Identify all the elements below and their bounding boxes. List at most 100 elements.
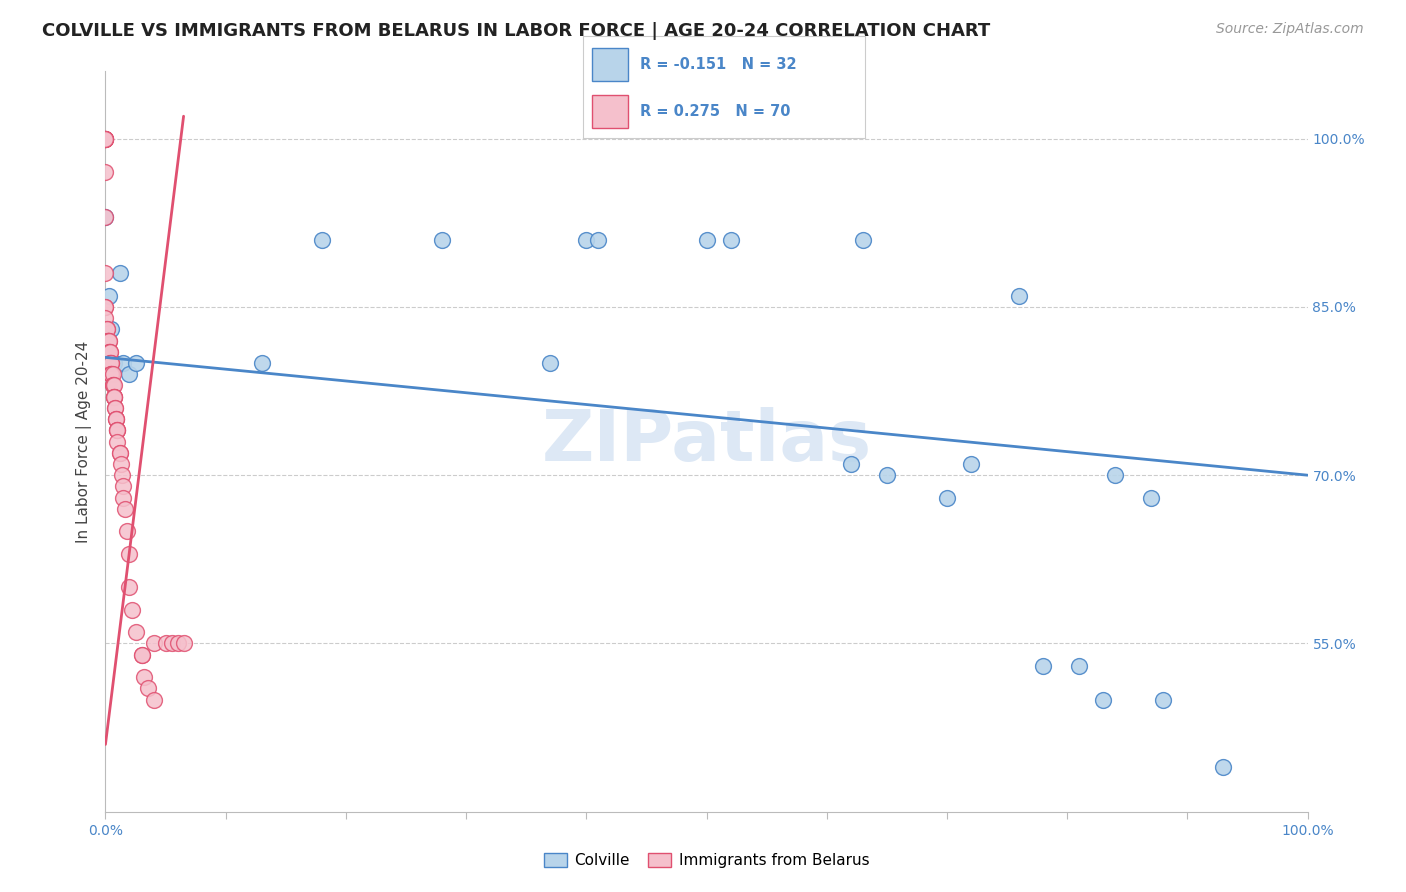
Point xyxy=(114,501,136,516)
Point xyxy=(94,131,117,145)
Point xyxy=(118,580,141,594)
Point xyxy=(311,233,333,247)
Point xyxy=(166,636,188,650)
Point xyxy=(696,233,718,247)
Point xyxy=(100,368,122,382)
Point xyxy=(105,412,128,426)
Point xyxy=(97,334,120,348)
Point xyxy=(936,491,959,505)
Point xyxy=(100,368,122,382)
Point xyxy=(1152,692,1174,706)
Point xyxy=(720,233,742,247)
Point xyxy=(94,311,117,326)
Point xyxy=(94,266,117,280)
Point xyxy=(100,356,122,370)
Text: ZIPatlas: ZIPatlas xyxy=(541,407,872,476)
Point xyxy=(124,356,146,370)
Point xyxy=(101,378,124,392)
Point xyxy=(94,131,117,145)
Point xyxy=(96,322,118,336)
Point xyxy=(98,356,121,370)
Point xyxy=(94,131,117,145)
Point xyxy=(94,131,117,145)
Point xyxy=(142,636,165,650)
Point xyxy=(538,356,561,370)
Point xyxy=(115,524,138,539)
Text: Source: ZipAtlas.com: Source: ZipAtlas.com xyxy=(1216,22,1364,37)
Text: COLVILLE VS IMMIGRANTS FROM BELARUS IN LABOR FORCE | AGE 20-24 CORRELATION CHART: COLVILLE VS IMMIGRANTS FROM BELARUS IN L… xyxy=(42,22,990,40)
Point xyxy=(124,625,146,640)
Point xyxy=(100,322,122,336)
Point xyxy=(100,368,122,382)
FancyBboxPatch shape xyxy=(592,95,628,128)
Y-axis label: In Labor Force | Age 20-24: In Labor Force | Age 20-24 xyxy=(76,341,93,542)
Point xyxy=(97,334,120,348)
Point xyxy=(131,648,153,662)
Point xyxy=(97,356,120,370)
Point xyxy=(98,334,121,348)
Point xyxy=(94,210,117,224)
Point xyxy=(1212,760,1234,774)
Point xyxy=(107,423,129,437)
Point xyxy=(98,344,121,359)
Point xyxy=(107,423,129,437)
Point xyxy=(94,210,117,224)
Point xyxy=(108,446,131,460)
Point xyxy=(104,401,127,415)
Point xyxy=(108,446,131,460)
Point xyxy=(94,131,117,145)
Point xyxy=(103,378,125,392)
Point xyxy=(173,636,195,650)
Point xyxy=(121,603,143,617)
Point xyxy=(96,322,118,336)
Point xyxy=(960,457,983,471)
Point xyxy=(108,266,131,280)
Point xyxy=(94,300,117,314)
Point xyxy=(104,401,127,415)
Point xyxy=(1092,692,1115,706)
Point xyxy=(112,479,135,493)
Point xyxy=(97,334,120,348)
Point xyxy=(111,468,134,483)
Point xyxy=(101,368,124,382)
Point xyxy=(100,356,122,370)
Point xyxy=(131,648,153,662)
Point xyxy=(1104,468,1126,483)
Point xyxy=(103,390,125,404)
Point xyxy=(118,547,141,561)
Point xyxy=(107,434,129,449)
Text: R = 0.275   N = 70: R = 0.275 N = 70 xyxy=(640,104,790,120)
Point xyxy=(105,412,128,426)
Point xyxy=(110,457,132,471)
Point xyxy=(105,412,128,426)
Point xyxy=(575,233,598,247)
Point xyxy=(107,423,129,437)
Point xyxy=(1069,659,1091,673)
Point xyxy=(112,491,135,505)
FancyBboxPatch shape xyxy=(592,48,628,81)
Point xyxy=(852,233,875,247)
Point xyxy=(98,344,121,359)
Point xyxy=(250,356,273,370)
Point xyxy=(839,457,862,471)
Point xyxy=(98,344,121,359)
Point xyxy=(101,378,124,392)
Point xyxy=(136,681,159,696)
Point xyxy=(132,670,155,684)
Point xyxy=(160,636,183,650)
Point xyxy=(588,233,610,247)
Point xyxy=(155,636,177,650)
Point xyxy=(94,300,117,314)
Point xyxy=(1008,289,1031,303)
Point xyxy=(98,289,121,303)
Point xyxy=(94,165,117,179)
Point xyxy=(103,390,125,404)
Point xyxy=(98,334,121,348)
Point xyxy=(101,356,124,370)
Point xyxy=(97,334,120,348)
Point xyxy=(1140,491,1163,505)
Point xyxy=(876,468,898,483)
Point xyxy=(103,390,125,404)
Point xyxy=(98,356,121,370)
Point xyxy=(118,368,141,382)
